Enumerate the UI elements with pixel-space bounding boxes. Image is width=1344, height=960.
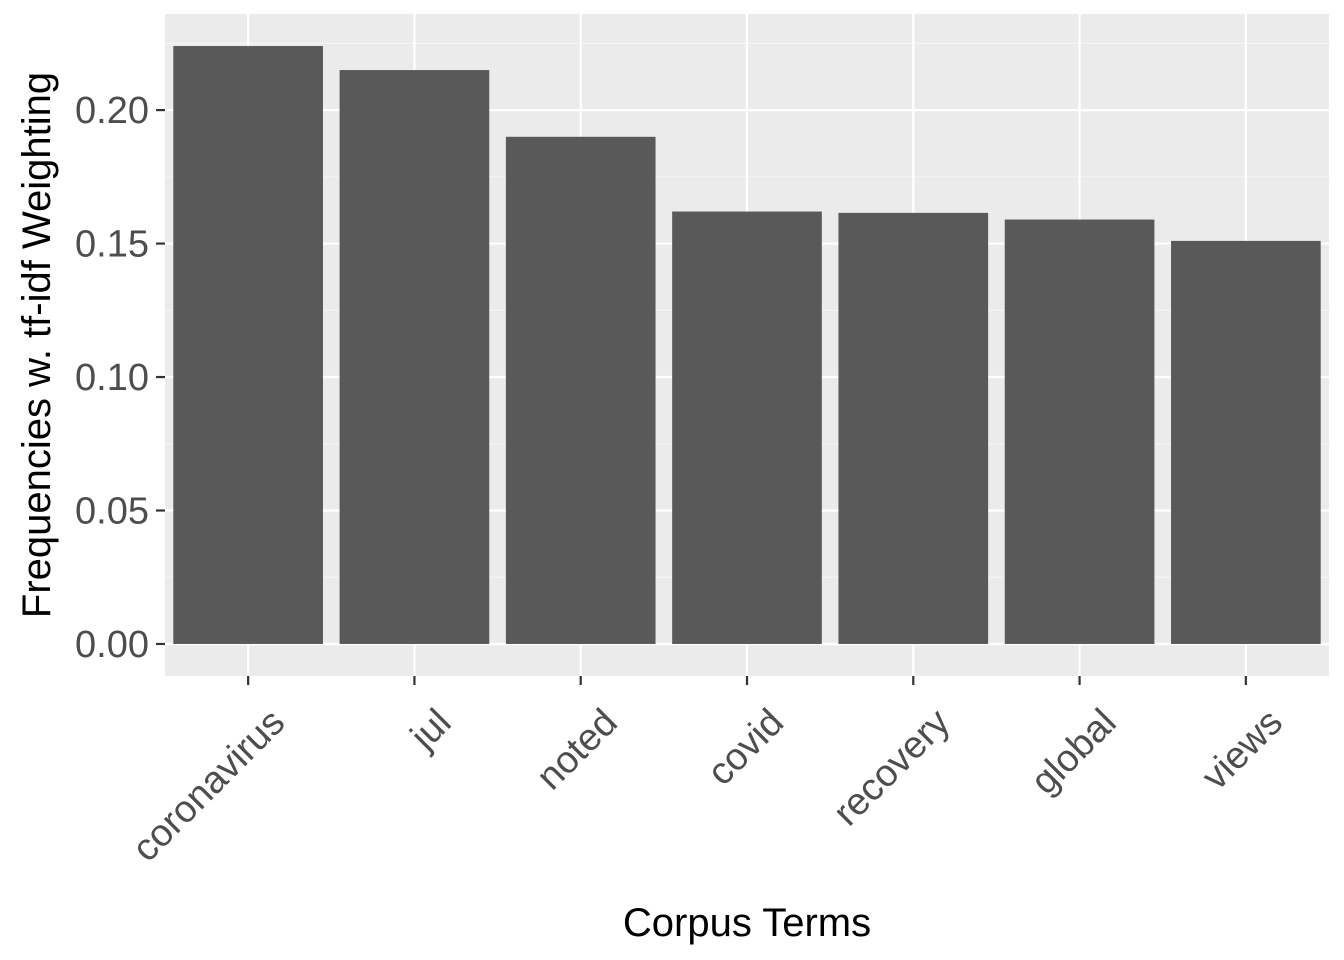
y-tick-label: 0.10: [75, 357, 149, 399]
y-axis: 0.00 0.05 0.10 0.15 0.20: [75, 90, 165, 666]
y-tick-label: 0.15: [75, 224, 149, 266]
y-tick-label: 0.20: [75, 90, 149, 132]
x-tick-label: noted: [529, 701, 626, 798]
bars: [173, 46, 1321, 644]
bar-coronavirus: [173, 46, 323, 644]
x-tick-label: jul: [402, 701, 459, 758]
y-tick-label: 0.05: [75, 491, 149, 533]
x-tick-label: recovery: [826, 701, 959, 834]
bar-noted: [505, 136, 656, 644]
y-tick-label: 0.00: [75, 624, 149, 666]
x-tick-label: views: [1194, 701, 1291, 798]
bar-views: [1171, 240, 1321, 644]
x-tick-label: global: [1023, 701, 1124, 802]
bar-covid: [672, 211, 822, 644]
x-axis-title: Corpus Terms: [623, 901, 871, 945]
y-axis-title: Frequencies w. tf-idf Weighting: [15, 72, 59, 618]
x-tick-label: covid: [700, 701, 792, 793]
bar-recovery: [838, 212, 989, 644]
bar-global: [1004, 219, 1155, 644]
bar-jul: [339, 70, 490, 644]
x-tick-label: coronavirus: [125, 701, 294, 870]
x-axis: coronavirus jul noted covid recovery global vi…: [125, 676, 1291, 870]
